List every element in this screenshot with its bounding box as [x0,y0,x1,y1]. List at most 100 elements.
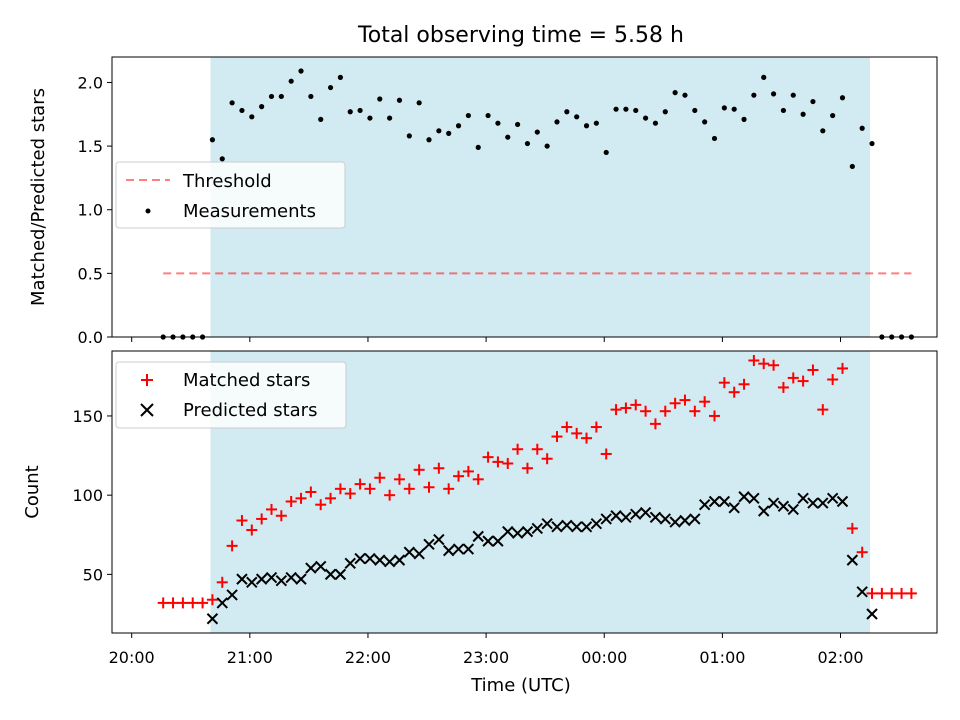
matched-star-point [512,443,524,455]
measurement-point [672,90,678,96]
predicted-star-point [354,552,366,565]
y-tick-label: 1.5 [78,137,103,156]
measurement-point [446,130,452,136]
measurement-point [780,107,787,114]
measurement-point [790,92,796,98]
bottom-y-axis-label: Count [22,465,43,518]
matched-star-point [581,432,593,444]
predicted-star-point [295,573,307,585]
predicted-star-point [255,573,268,585]
matched-star-point [836,362,848,374]
predicted-star-point [679,514,691,527]
predicted-star-point [462,543,475,555]
matched-star-point [905,587,917,599]
x-tick-label: 00:00 [581,648,627,667]
predicted-star-point [620,511,632,524]
matched-star-point [206,594,218,606]
matched-star-point [659,405,671,417]
predicted-star-point [649,511,662,524]
predicted-star-point [344,557,356,569]
legend-matched-label: Matched stars [183,370,310,391]
predicted-star-point [787,503,799,516]
predicted-star-point [807,497,819,509]
matched-star-point [521,462,533,474]
matched-star-point [531,443,543,455]
top-panel: 0.0 0.5 1.0 1.5 2.0 Total observing time = 5… [28,23,938,347]
matched-star-point [876,587,888,599]
matched-star-point [502,457,514,469]
bottom-x-axis-label: Time (UTC) [470,675,571,696]
predicted-star-point [561,519,573,531]
matched-star-point [354,478,366,490]
matched-star-point [403,483,415,495]
matched-star-point [413,464,425,476]
matched-star-point [669,397,681,409]
top-axes-frame [111,56,938,338]
predicted-star-point [324,568,337,581]
predicted-star-point [305,562,317,574]
y-tick-label: 150 [72,407,103,426]
measurement-point [849,163,855,170]
y-tick-label: 2.0 [78,73,103,92]
matched-star-point [492,456,504,468]
matched-star-point [216,576,228,588]
legend-measurements-marker [145,208,151,214]
legend-predicted-marker [140,403,154,417]
measurement-point [613,106,619,112]
measurement-point [495,120,501,126]
predicted-star-point [521,525,534,538]
top-points-layer [160,68,915,340]
predicted-star-point [817,497,829,509]
predicted-star-point [777,500,790,512]
matched-star-point [315,499,327,511]
predicted-star-point [334,568,347,581]
predicted-star-point [580,521,593,533]
predicted-star-point [669,516,681,528]
matched-star-point [384,489,396,501]
matched-star-point [649,418,661,430]
matched-star-point [630,399,642,411]
measurement-point [436,128,442,134]
measurement-point [770,91,777,97]
top-y-ticks: 0.0 0.5 1.0 1.5 2.0 [78,73,112,347]
measurement-point [682,92,688,98]
measurement-point [239,107,245,114]
predicted-star-point [246,576,258,589]
measurement-point [810,98,816,105]
predicted-star-point [452,543,465,555]
measurement-point [465,112,471,119]
predicted-star-point [482,535,494,547]
measurement-point [318,116,324,122]
measurement-point [524,140,531,147]
matched-star-point [364,483,376,495]
matched-star-point [453,470,465,482]
matched-star-point [620,402,632,414]
measurement-point [633,107,639,114]
matched-star-point [305,486,317,498]
matched-star-point [718,377,730,389]
predicted-star-point [630,508,642,520]
measurement-point [741,116,747,122]
predicted-star-point [285,571,297,584]
x-tick-label: 22:00 [345,648,391,667]
measurement-point [505,134,511,140]
predicted-star-point [659,513,671,525]
measurement-point [623,106,629,112]
measurement-point [298,68,304,74]
measurement-point [278,93,284,100]
measurement-point [642,115,649,121]
measurement-point [574,114,580,120]
predicted-star-point [541,517,553,530]
measurement-point [603,149,609,156]
matched-star-point [866,587,878,599]
legend-predicted-label: Predicted stars [183,400,317,421]
matched-star-point [846,522,858,534]
predicted-star-point [492,535,504,547]
matched-star-point [167,597,179,609]
measurement-point [692,107,698,114]
predicted-star-point [442,544,455,557]
predicted-star-point [610,510,622,522]
matched-star-point [640,405,652,417]
matched-star-point [325,492,337,504]
measurement-point [406,133,412,139]
